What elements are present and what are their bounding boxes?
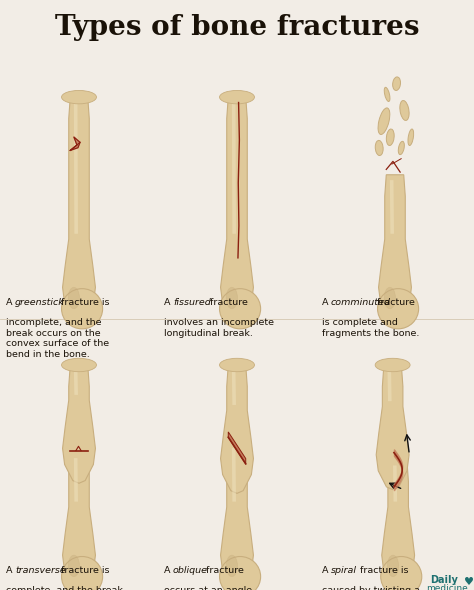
Ellipse shape [62,358,97,372]
Ellipse shape [384,87,390,101]
Polygon shape [220,97,254,322]
Text: fracture: fracture [203,566,244,575]
Ellipse shape [68,555,80,576]
Polygon shape [74,458,78,502]
Polygon shape [390,180,394,234]
Ellipse shape [375,358,410,372]
Text: A: A [6,298,16,307]
Ellipse shape [387,555,399,576]
Text: is complete and
fragments the bone.: is complete and fragments the bone. [322,319,419,338]
Ellipse shape [398,142,404,155]
Ellipse shape [226,555,237,576]
Text: fracture is: fracture is [357,566,408,575]
Ellipse shape [386,129,394,146]
Ellipse shape [219,90,255,104]
Text: Daily: Daily [430,575,457,585]
Ellipse shape [68,287,80,309]
Ellipse shape [62,90,97,104]
Text: fracture is: fracture is [58,298,109,307]
Ellipse shape [381,556,422,590]
Text: A: A [6,566,16,575]
Text: A: A [322,566,332,575]
Ellipse shape [400,100,409,120]
Polygon shape [387,371,392,401]
Polygon shape [382,460,415,590]
Polygon shape [74,103,78,234]
Ellipse shape [226,287,237,309]
Text: A: A [164,298,174,307]
Text: Types of bone fractures: Types of bone fractures [55,14,419,41]
Ellipse shape [219,289,261,329]
Text: caused by twisting a
bone excessively.: caused by twisting a bone excessively. [322,586,420,590]
Ellipse shape [62,556,102,590]
Polygon shape [232,371,236,405]
Polygon shape [379,175,411,322]
Ellipse shape [219,556,261,590]
Text: fracture: fracture [208,298,248,307]
Ellipse shape [219,358,255,372]
Polygon shape [228,432,246,464]
Polygon shape [63,453,95,590]
Ellipse shape [375,140,383,156]
Polygon shape [220,442,254,590]
Polygon shape [63,365,95,483]
Text: fracture: fracture [374,298,415,307]
Polygon shape [232,448,236,502]
Ellipse shape [377,289,419,329]
Text: medicine: medicine [427,584,468,590]
Text: complete, and the break
occurs at a right angle to
the axis of the bone.: complete, and the break occurs at a righ… [6,586,126,590]
Text: involves an incomplete
longitudinal break.: involves an incomplete longitudinal brea… [164,319,274,338]
Text: greenstick: greenstick [15,298,65,307]
Text: comminuted: comminuted [331,298,391,307]
Text: A: A [164,566,174,575]
Polygon shape [74,371,78,395]
Text: A: A [322,298,332,307]
Text: incomplete, and the
break occurs on the
convex surface of the
bend in the bone.: incomplete, and the break occurs on the … [6,319,109,359]
Ellipse shape [378,108,390,135]
Polygon shape [220,365,254,493]
Polygon shape [232,103,236,234]
Ellipse shape [392,77,401,90]
Polygon shape [70,137,80,150]
Text: spiral: spiral [331,566,357,575]
Text: occurs at an angle
other than a right angle
to the axis of the bone.: occurs at an angle other than a right an… [164,586,278,590]
Text: transverse: transverse [15,566,66,575]
Text: ♥: ♥ [464,578,474,587]
Polygon shape [393,466,397,502]
Ellipse shape [408,129,414,146]
Text: fissured: fissured [173,298,211,307]
Text: fracture is: fracture is [58,566,109,575]
Ellipse shape [384,287,395,309]
Polygon shape [63,97,95,322]
Text: oblique: oblique [173,566,208,575]
Ellipse shape [62,289,102,329]
Polygon shape [376,365,409,490]
